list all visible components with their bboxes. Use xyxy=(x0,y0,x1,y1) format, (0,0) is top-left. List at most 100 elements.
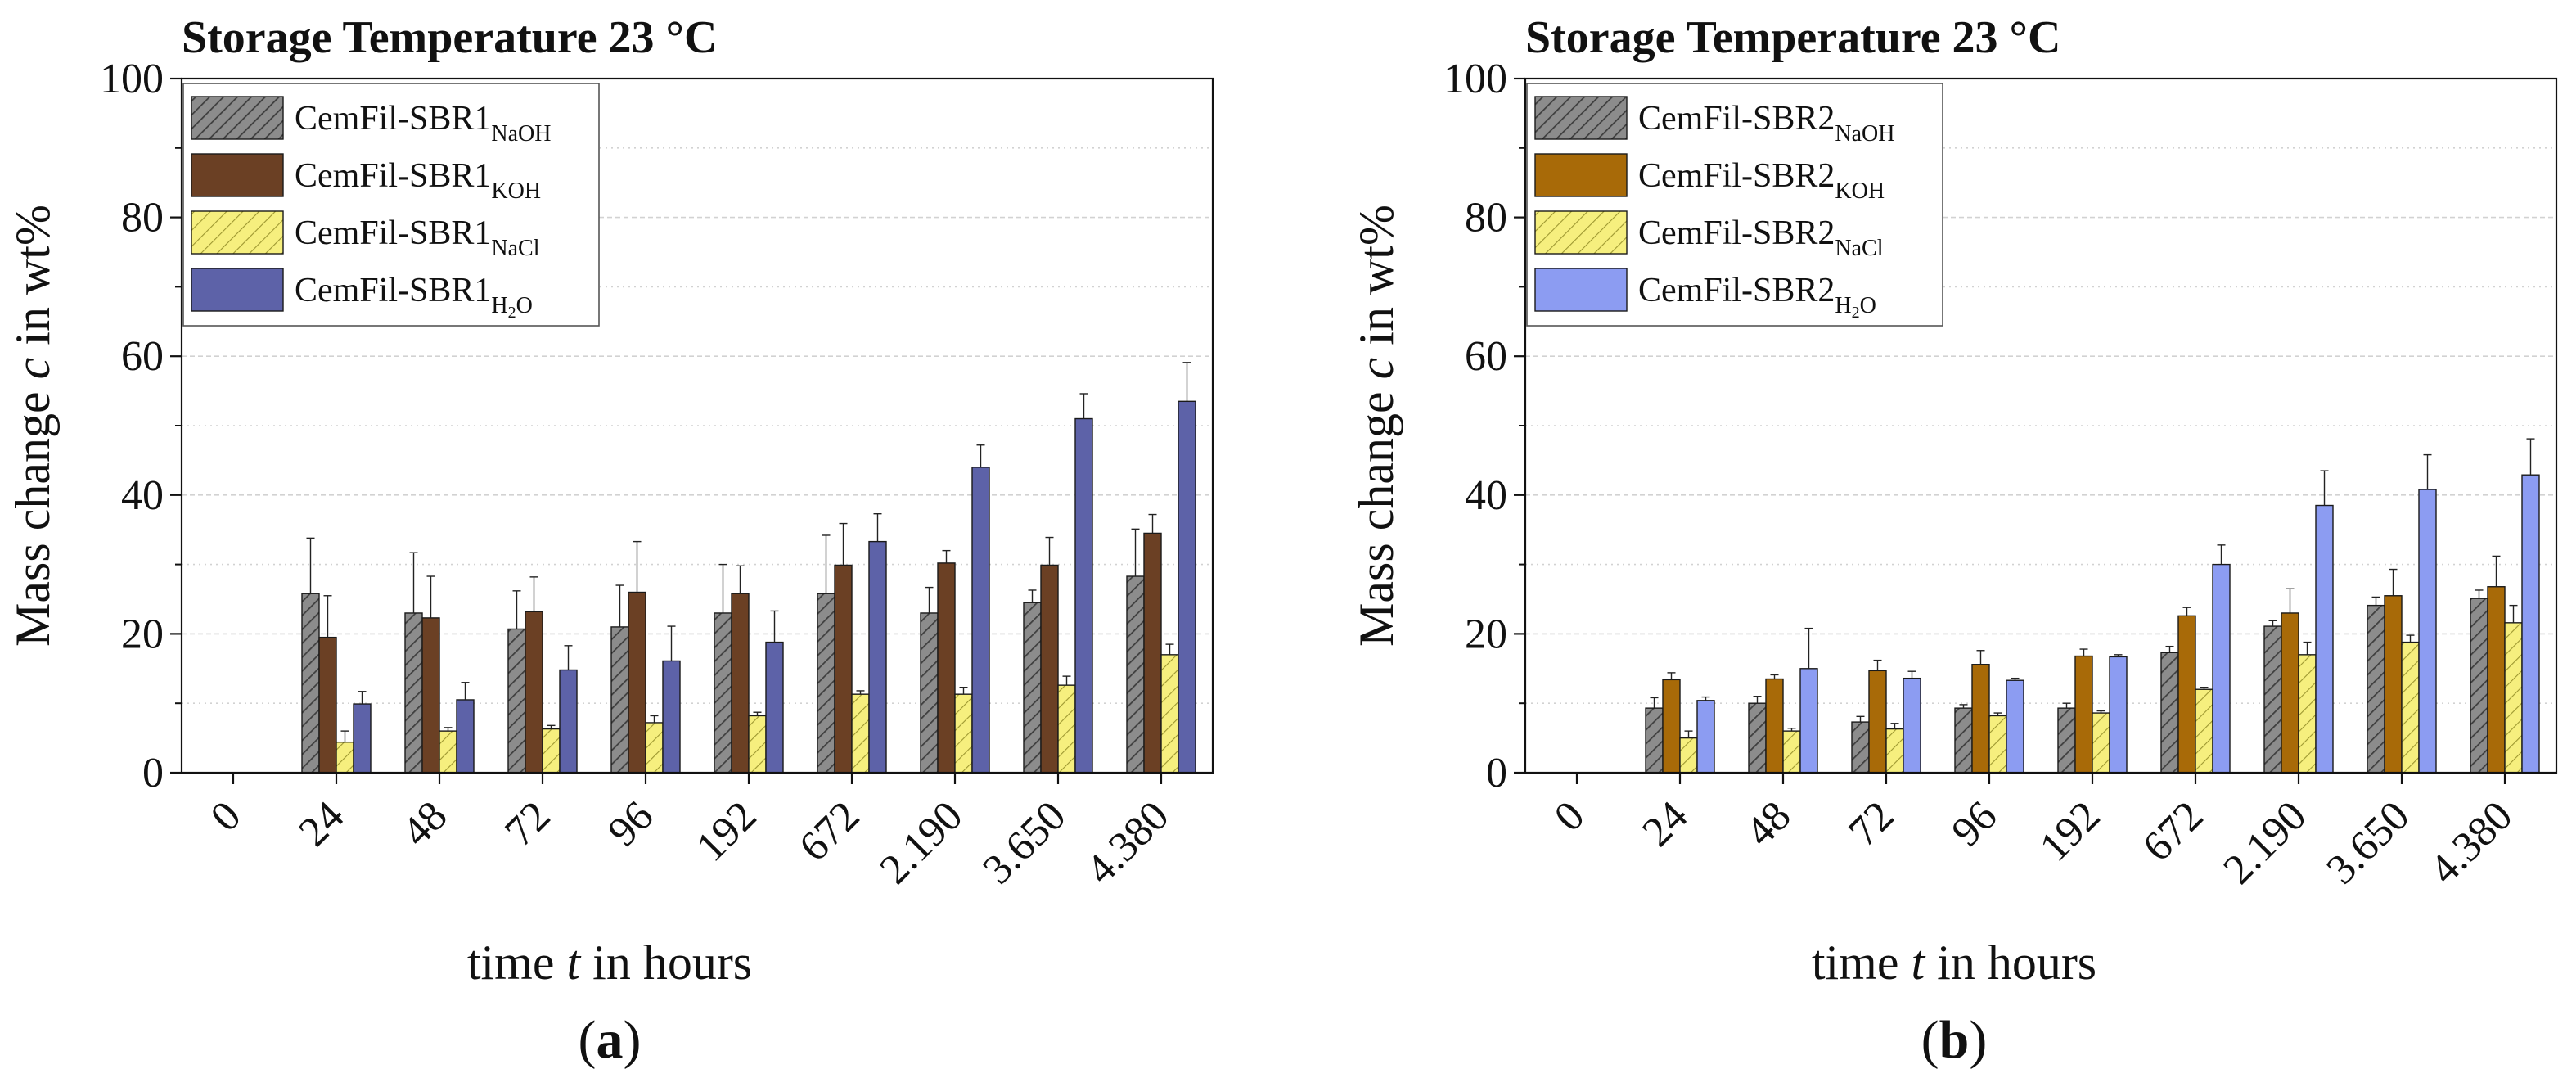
legend-swatch xyxy=(1534,153,1628,197)
bar xyxy=(318,636,337,774)
bar xyxy=(817,593,835,774)
y-tick-label: 20 xyxy=(1465,611,1507,657)
bar xyxy=(421,617,440,774)
bar xyxy=(714,612,732,774)
bar xyxy=(2195,688,2213,774)
bar xyxy=(1782,730,1801,774)
bar xyxy=(1178,400,1196,774)
legend-swatch xyxy=(1534,268,1628,312)
bar xyxy=(2470,598,2488,774)
bar xyxy=(1040,564,1059,774)
bar xyxy=(1696,700,1715,774)
bar xyxy=(2092,712,2110,774)
y-tick-label: 100 xyxy=(1443,56,1507,102)
bar xyxy=(1679,737,1698,774)
bar xyxy=(920,612,939,774)
legend-entry: CemFil-SBR2NaOH xyxy=(1638,100,1895,147)
legend-entry: CemFil-SBR1KOH xyxy=(295,157,541,204)
bar xyxy=(301,593,320,774)
x-tick-label: 672 xyxy=(790,792,868,870)
x-tick-label: 24 xyxy=(290,792,353,855)
bar xyxy=(2487,586,2506,774)
chart-title: Storage Temperature 23 °C xyxy=(1525,12,2060,63)
bar xyxy=(439,730,457,774)
bar xyxy=(610,626,629,774)
x-tick-label: 192 xyxy=(687,792,765,870)
bar xyxy=(2521,474,2540,774)
bar xyxy=(2074,655,2093,774)
bar xyxy=(2212,563,2231,774)
bar xyxy=(2109,656,2128,774)
chart-title: Storage Temperature 23 °C xyxy=(182,12,717,63)
bar xyxy=(2263,625,2282,774)
legend: CemFil-SBR1NaOH CemFil-SBR1KOH CemFil-SBR1… xyxy=(182,83,600,327)
bar xyxy=(2418,489,2437,774)
bar xyxy=(2177,615,2196,774)
bar xyxy=(2281,612,2299,774)
bar xyxy=(1988,715,2007,774)
y-axis-label: Mass change c in wt% xyxy=(1349,205,1403,647)
panel-label: (a) xyxy=(579,1010,642,1070)
legend-entry: CemFil-SBR1NaCl xyxy=(295,214,540,261)
bar xyxy=(1971,664,1990,774)
bar xyxy=(507,628,526,774)
bar xyxy=(851,693,870,774)
bar xyxy=(2367,604,2385,774)
bar xyxy=(1885,728,1904,774)
y-tick-label: 0 xyxy=(1486,750,1507,796)
y-tick-label: 60 xyxy=(121,333,164,380)
legend-entry: CemFil-SBR1H2O xyxy=(295,272,533,322)
x-tick-label: 48 xyxy=(1736,792,1799,855)
bar xyxy=(336,741,354,774)
x-tick-label: 96 xyxy=(1943,792,2006,855)
x-axis-label: time t in hours xyxy=(467,936,752,990)
y-tick-label: 0 xyxy=(142,750,164,796)
bar xyxy=(1023,602,1042,774)
bar xyxy=(971,467,990,774)
bar xyxy=(1765,678,1784,774)
bar xyxy=(2384,595,2403,774)
bar xyxy=(662,660,681,774)
bar xyxy=(2315,504,2334,774)
bar xyxy=(731,593,750,774)
bar xyxy=(2006,679,2024,774)
bar xyxy=(2401,641,2420,774)
x-tick-label: 96 xyxy=(599,792,662,855)
bar xyxy=(1954,707,1973,774)
bar xyxy=(1748,702,1767,774)
y-tick-label: 80 xyxy=(1465,195,1507,241)
x-tick-label: 4.380 xyxy=(2421,792,2521,893)
legend-entry: CemFil-SBR2KOH xyxy=(1638,157,1885,204)
x-tick-label: 2.190 xyxy=(2214,792,2315,893)
legend-swatch xyxy=(1534,210,1628,255)
y-tick-label: 40 xyxy=(1465,472,1507,519)
y-axis-label: Mass change c in wt% xyxy=(6,205,60,647)
bar xyxy=(937,562,956,774)
y-tick-label: 80 xyxy=(121,195,164,241)
x-tick-label: 72 xyxy=(1840,792,1903,855)
x-axis-label: time t in hours xyxy=(1812,936,2096,990)
bar xyxy=(1143,532,1162,774)
bar xyxy=(1903,677,1921,774)
y-tick-label: 100 xyxy=(100,56,164,102)
chart-panel-b: 0 20 40 60 80 100 0 24 48 72 96 192 672 2.190 3.650 4.3… xyxy=(1349,12,2558,1070)
x-tick-label: 3.650 xyxy=(2317,792,2418,893)
legend-entry: CemFil-SBR2H2O xyxy=(1638,272,1876,322)
x-tick-label: 672 xyxy=(2134,792,2212,870)
x-tick-label: 72 xyxy=(496,792,559,855)
bar xyxy=(456,699,475,774)
legend-entry: CemFil-SBR2NaCl xyxy=(1638,214,1884,261)
x-tick-label: 0 xyxy=(1546,792,1594,841)
bar xyxy=(868,540,887,774)
legend-swatch xyxy=(191,153,284,197)
y-tick-label: 60 xyxy=(1465,333,1507,380)
bar xyxy=(1074,417,1093,774)
x-tick-label: 3.650 xyxy=(974,792,1074,893)
legend-swatch xyxy=(1534,96,1628,140)
x-tick-label: 2.190 xyxy=(871,792,971,893)
y-tick-label: 20 xyxy=(121,611,164,657)
bar xyxy=(1057,684,1076,774)
bar xyxy=(1799,668,1818,774)
bar xyxy=(954,693,973,774)
